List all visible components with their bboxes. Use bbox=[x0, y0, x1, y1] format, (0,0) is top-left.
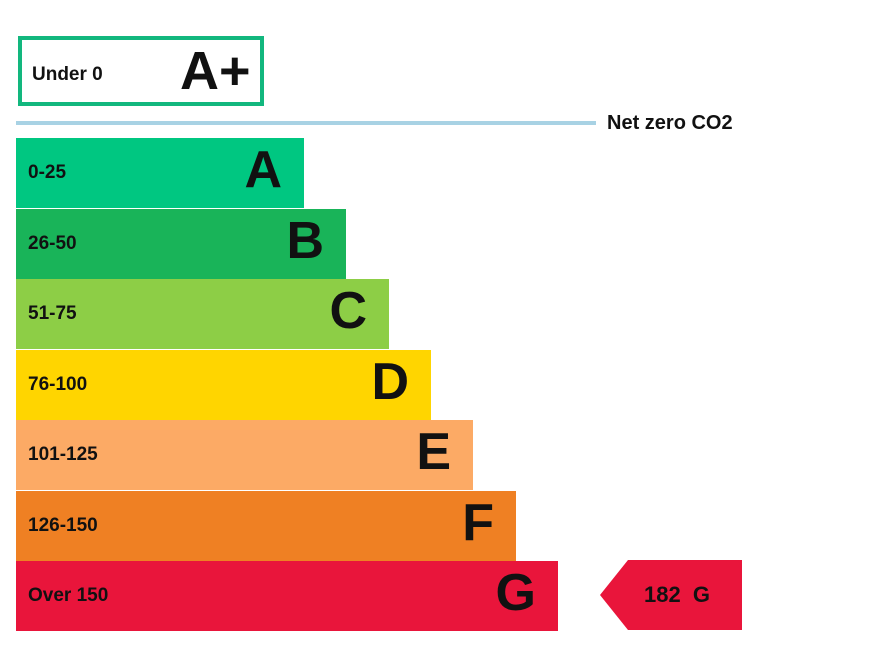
rating-band-c: 51-75 C bbox=[16, 279, 389, 349]
band-letter: C bbox=[329, 282, 367, 340]
band-letter: F bbox=[462, 494, 494, 552]
rating-band-e: 101-125 E bbox=[16, 420, 473, 490]
a-plus-letter: A+ bbox=[180, 41, 251, 101]
band-range-label: 26-50 bbox=[28, 233, 77, 254]
band-range-label: 0-25 bbox=[28, 162, 67, 183]
band-range-label: 76-100 bbox=[28, 374, 88, 395]
band-letter: B bbox=[286, 212, 324, 270]
band-letter: D bbox=[371, 353, 409, 411]
rating-band-f: 126-150 F bbox=[16, 491, 516, 561]
band-letter: E bbox=[416, 423, 451, 481]
rating-band-b: 26-50 B bbox=[16, 209, 346, 279]
current-rating-label: 182 G bbox=[644, 582, 710, 607]
rating-band-a: 0-25 A bbox=[16, 138, 304, 208]
net-zero-line bbox=[16, 121, 596, 125]
pointer-arrow-shape bbox=[600, 560, 742, 630]
rating-band-g: Over 150 G bbox=[16, 561, 558, 631]
a-plus-range-label: Under 0 bbox=[32, 64, 103, 85]
band-range-label: 101-125 bbox=[28, 444, 98, 465]
a-plus-rating-box: Under 0 A+ bbox=[18, 36, 264, 106]
current-rating-pointer: 182 G bbox=[600, 560, 742, 630]
band-range-label: 126-150 bbox=[28, 515, 98, 536]
net-zero-label: Net zero CO2 bbox=[607, 112, 733, 134]
band-range-label: 51-75 bbox=[28, 303, 77, 324]
band-range-label: Over 150 bbox=[28, 585, 109, 606]
band-letter: G bbox=[495, 564, 536, 622]
band-letter: A bbox=[244, 141, 282, 199]
rating-band-d: 76-100 D bbox=[16, 350, 431, 420]
